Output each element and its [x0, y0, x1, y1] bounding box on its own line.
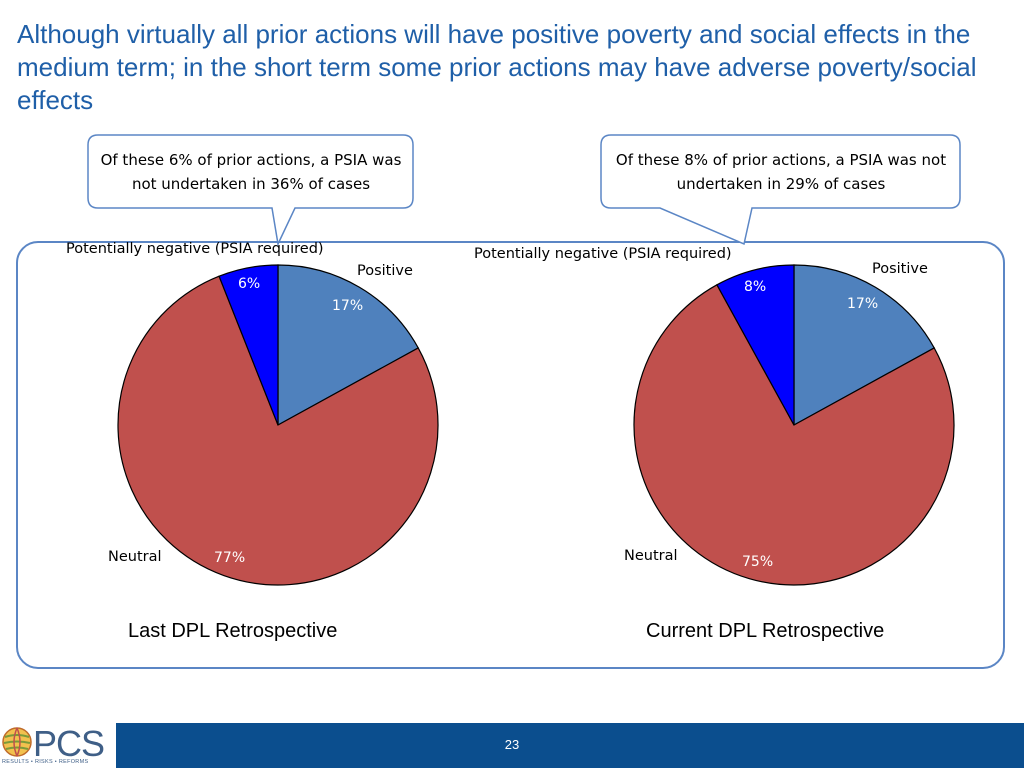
pie-slice-positive [793, 264, 936, 427]
slice-label-positive-current: Positive [872, 261, 928, 277]
pcs-logo: PCS RESULTS • RISKS • REFORMS [0, 723, 116, 768]
pie-slice-negative [218, 264, 279, 426]
data-label-negative-current: 8% [744, 279, 767, 295]
data-label-positive-current: 17% [847, 296, 879, 312]
chart-title-last: Last DPL Retrospective [128, 620, 338, 642]
slice-label-neutral-last: Neutral [108, 549, 162, 565]
chart-title-current: Current DPL Retrospective [646, 620, 885, 642]
slice-label-positive-last: Positive [357, 263, 413, 279]
data-label-positive-last: 17% [332, 298, 364, 314]
pie-slice-neutral [117, 275, 439, 586]
charts-panel [16, 241, 1005, 669]
pie-chart-last [117, 264, 439, 586]
slice-label-negative-current: Potentially negative (PSIA required) [474, 246, 732, 262]
slice-label-neutral-current: Neutral [624, 548, 678, 564]
slide-title: Although virtually all prior actions wil… [17, 19, 977, 115]
pie-chart-current [633, 264, 955, 586]
pie-slice-neutral [633, 283, 955, 586]
callout-text-last: Of these 6% of prior actions, a PSIA was… [100, 151, 402, 193]
logo-tagline: RESULTS • RISKS • REFORMS [2, 759, 89, 765]
data-label-neutral-current: 75% [742, 554, 774, 570]
page-number: 23 [504, 737, 520, 752]
pie-slice-negative [716, 264, 795, 426]
callout-text-current: Of these 8% of prior actions, a PSIA was… [615, 151, 947, 193]
slide-footer: PCS RESULTS • RISKS • REFORMS 23 [0, 723, 1024, 768]
charts-canvas [87, 134, 961, 586]
pie-slice-positive [277, 264, 420, 427]
logo-text: PCS [33, 723, 105, 764]
data-label-neutral-last: 77% [214, 550, 246, 566]
slice-label-negative-last: Potentially negative (PSIA required) [66, 241, 324, 257]
callout-bubble-current [600, 134, 961, 246]
callout-bubble-last [87, 134, 414, 247]
globe-icon [2, 727, 32, 757]
data-label-negative-last: 6% [238, 276, 261, 292]
